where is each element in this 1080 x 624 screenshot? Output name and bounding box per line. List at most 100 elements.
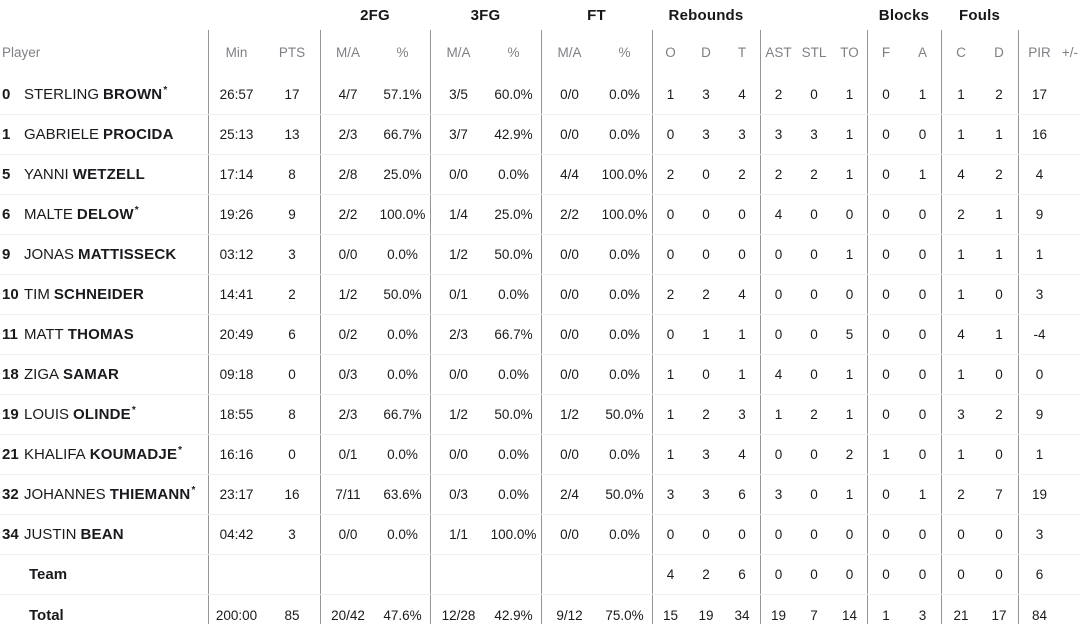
col-header-2fg-ma: M/A [320, 30, 375, 75]
stat-plus-minus [1060, 315, 1080, 354]
stat-ft-ma: 0/0 [541, 315, 597, 354]
stat-ft-ma: 9/12 [541, 595, 597, 624]
stat-reb-o: 1 [652, 355, 688, 394]
stat-min: 04:42 [208, 515, 264, 554]
col-header-reb-t: T [737, 45, 747, 60]
stat-3fg-pct: 0.0% [498, 167, 529, 182]
table-row: 18 ZIGA SAMAR 09:18 0 0/3 0.0% 0/0 0.0% … [0, 355, 1080, 395]
stat-blk-f: 0 [867, 515, 904, 554]
stat-to: 1 [845, 367, 854, 382]
stat-ft-pct: 100.0% [601, 207, 648, 222]
stat-foul-c: 2 [941, 195, 980, 234]
player-last-name: THIEMANN [109, 486, 191, 503]
stat-stl: 0 [810, 207, 818, 222]
stat-stl: 2 [810, 407, 818, 422]
player-cell: Total [0, 595, 208, 624]
stat-3fg-pct: 50.0% [494, 407, 533, 422]
stat-reb-d: 0 [702, 247, 710, 262]
stat-blk-a: 0 [918, 247, 927, 262]
stat-min: 25:13 [208, 115, 264, 154]
stat-min: 200:00 [208, 595, 264, 624]
stat-blk-f: 0 [867, 275, 904, 314]
player-last-name: BEAN [80, 526, 124, 543]
stat-reb-d: 3 [702, 87, 710, 102]
stat-reb-o: 1 [652, 435, 688, 474]
stat-to: 1 [845, 407, 854, 422]
stat-ft-ma: 0/0 [541, 115, 597, 154]
stat-reb-t: 0 [738, 247, 746, 262]
stat-min: 23:17 [208, 475, 264, 514]
player-last-name: OLINDE [73, 406, 131, 423]
stat-pts: 8 [288, 407, 296, 422]
stat-blk-f: 0 [867, 475, 904, 514]
player-first-name: JUSTIN [24, 526, 77, 543]
stat-ft-pct: 50.0% [605, 487, 644, 502]
table-row: 5 YANNI WETZELL 17:14 8 2/8 25.0% 0/0 0.… [0, 155, 1080, 195]
stat-reb-o: 0 [652, 315, 688, 354]
stat-pts: 85 [284, 607, 300, 623]
stat-2fg-ma: 0/0 [320, 515, 375, 554]
col-header-blk-a: A [917, 45, 927, 60]
player-number: 34 [2, 526, 19, 543]
stat-plus-minus [1060, 595, 1080, 624]
group-header-row: 2FG 3FG FT Rebounds Blocks Fouls [0, 0, 1080, 30]
stat-pir: 0 [1018, 355, 1060, 394]
stat-blk-f: 1 [867, 435, 904, 474]
stat-ft-ma: 4/4 [541, 155, 597, 194]
col-header-3fg-ma: M/A [430, 30, 486, 75]
stat-reb-o: 15 [652, 595, 688, 624]
stat-foul-d: 1 [995, 247, 1003, 262]
col-header-3fg-pct: % [507, 45, 520, 60]
stat-foul-d: 0 [995, 367, 1003, 382]
col-header-ft-ma: M/A [541, 30, 597, 75]
player-last-name: SAMAR [63, 366, 120, 383]
stat-3fg-pct: 0.0% [498, 367, 529, 382]
stat-2fg-ma: 2/8 [320, 155, 375, 194]
player-first-name: GABRIELE [24, 126, 100, 143]
player-last-name: SCHNEIDER [53, 286, 144, 303]
stat-min: 19:26 [208, 195, 264, 234]
stat-pir: 16 [1018, 115, 1060, 154]
stat-2fg-pct: 66.7% [383, 407, 422, 422]
stat-ft-pct: 0.0% [609, 127, 640, 142]
stat-ast: 0 [760, 555, 796, 594]
stat-pts: 2 [288, 287, 296, 302]
player-first-name: MATT [24, 326, 64, 343]
stat-to: 5 [845, 327, 854, 342]
starter-asterisk: * [131, 405, 136, 416]
stat-3fg-pct: 25.0% [494, 207, 533, 222]
stat-reb-d: 0 [702, 167, 710, 182]
stat-ft-ma: 2/4 [541, 475, 597, 514]
stat-3fg-ma: 3/7 [430, 115, 486, 154]
stat-ft-pct: 0.0% [609, 447, 640, 462]
stat-reb-o: 0 [652, 515, 688, 554]
stat-2fg-ma: 0/1 [320, 435, 375, 474]
stat-ft-pct: 75.0% [605, 607, 644, 623]
col-header-pts: PTS [278, 45, 306, 60]
stat-ft-ma: 2/2 [541, 195, 597, 234]
stat-blk-a: 1 [918, 487, 927, 502]
table-row: 11 MATT THOMAS 20:49 6 0/2 0.0% 2/3 66.7… [0, 315, 1080, 355]
stat-plus-minus [1060, 155, 1080, 194]
stat-reb-d: 2 [702, 407, 710, 422]
stat-blk-a: 3 [918, 607, 927, 623]
stat-2fg-pct: 63.6% [383, 487, 422, 502]
stat-to: 14 [841, 607, 858, 623]
stat-reb-d: 3 [702, 127, 710, 142]
stat-foul-c: 1 [941, 235, 980, 274]
group-header-ft: FT [587, 6, 606, 24]
stat-min: 17:14 [208, 155, 264, 194]
player-last-name: DELOW [76, 206, 134, 223]
starter-asterisk: * [134, 205, 139, 216]
player-first-name: TIM [24, 286, 50, 303]
stat-pir: 3 [1018, 275, 1060, 314]
player-number: 19 [2, 406, 19, 423]
stat-reb-d: 3 [702, 447, 710, 462]
starter-asterisk: * [163, 85, 168, 96]
col-header-blk-f: F [867, 30, 904, 75]
stat-3fg-pct: 50.0% [494, 247, 533, 262]
stat-pts: 8 [288, 167, 296, 182]
starter-asterisk: * [178, 445, 183, 456]
stat-ft-pct [597, 555, 652, 594]
